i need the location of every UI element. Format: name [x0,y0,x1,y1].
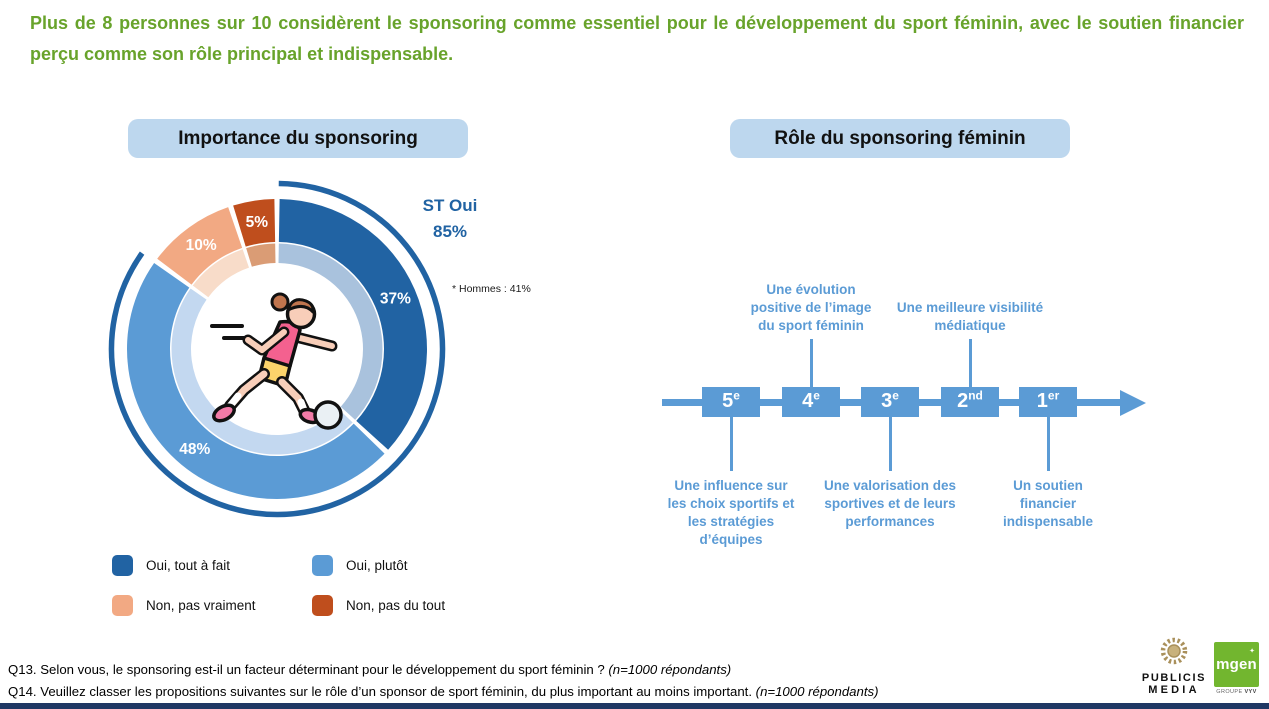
q13-text: Q13. Selon vous, le sponsoring est-il un… [8,662,609,677]
rank-suffix: e [813,388,820,403]
donut-value-label: 10% [186,237,217,254]
st-oui-callout: ST Oui 85% [400,193,500,245]
hommes-footnote: * Hommes : 41% [452,283,531,295]
rank-box-1er: 1er [1019,387,1077,417]
publicis-media-wordmark: MEDIA [1148,684,1200,696]
rank-label-5e: Une influence sur les choix sportifs et … [667,478,795,547]
donut-inner-band-5 [246,243,276,267]
publicis-lion-icon [1160,637,1188,665]
legend-swatch [112,555,133,576]
donut-legend: Oui, tout à fait Oui, plutôt Non, pas vrai… [112,555,492,616]
donut-value-label: 37% [380,290,411,307]
mgen-wordmark: mgen [1216,656,1257,673]
rank-box-3e: 3e [861,387,919,417]
bottom-accent-bar [0,703,1269,709]
timeline-arrowhead-icon [1120,389,1146,416]
groupe-vyv-label: GROUPE VYV [1214,689,1259,695]
st-oui-label: ST Oui [422,196,478,215]
publicis-media-logo: PUBLICIS MEDIA [1136,637,1212,697]
timeline-connector [729,417,733,471]
legend-swatch [112,595,133,616]
rank-number: 5 [722,390,734,412]
rank-label-3e: Une valorisation des sportives et de leu… [823,478,957,529]
donut-inner-band-37 [278,243,383,420]
right-section-header-label: Rôle du sponsoring féminin [774,127,1026,149]
donut-segment-48 [126,262,385,500]
legend-item: Oui, tout à fait [112,555,312,576]
legend-swatch [312,595,333,616]
rank-suffix: e [733,388,740,403]
rank-number: 1 [1036,390,1048,412]
rank-label-1er: Un soutien financier indispensable [1002,478,1094,529]
st-oui-value: 85% [432,222,468,241]
vyv-label: VYV [1244,689,1257,695]
legend-label: Non, pas du tout [346,598,446,613]
slide-title: Plus de 8 personnes sur 10 considèrent l… [30,13,1244,64]
rank-label-2nd: Une meilleure visibilité médiatique [896,300,1044,333]
st-oui-outer-arc [108,180,446,518]
left-section-header-label: Importance du sponsoring [178,127,418,149]
legend-label: Non, pas vraiment [146,598,256,613]
donut-value-label: 48% [179,441,210,458]
groupe-label: GROUPE [1216,689,1245,695]
right-section-header: Rôle du sponsoring féminin [730,119,1070,158]
rank-box-5e: 5e [702,387,760,417]
rank-suffix: e [892,388,899,403]
rank-suffix: er [1047,388,1060,403]
rank-number: 4 [802,390,814,412]
sponsoring-importance-donut-chart: 37% 48% 10% 5% [108,180,446,518]
timeline-connector [1046,417,1050,471]
q14-text: Q14. Veuillez classer les propositions s… [8,684,756,699]
donut-segment-5 [233,199,276,247]
timeline-connector [968,339,972,387]
legend-item: Non, pas du tout [312,595,492,616]
publicis-wordmark: PUBLICIS [1141,672,1207,684]
legend-label: Oui, plutôt [346,558,408,573]
rank-box-4e: 4e [782,387,840,417]
mgen-logo: mgen ✦ [1214,642,1259,687]
timeline-connector [888,417,892,471]
question-q13: Q13. Selon vous, le sponsoring est-il un… [8,659,878,681]
legend-swatch [312,555,333,576]
donut-segment-37 [278,199,428,450]
rank-suffix: nd [968,388,983,403]
rank-box-2nd: 2nd [941,387,999,417]
q13-sample-note: (n=1000 répondants) [608,662,732,677]
timeline-connector [809,339,813,387]
footer-questions: Q13. Selon vous, le sponsoring est-il un… [8,659,878,703]
left-section-header: Importance du sponsoring [128,119,468,158]
donut-segment-10 [157,207,243,285]
rank-number: 2 [957,390,969,412]
donut-value-label: 5% [246,214,269,231]
rank-number: 3 [881,390,893,412]
question-q14: Q14. Veuillez classer les propositions s… [8,681,878,703]
q14-sample-note: (n=1000 répondants) [755,684,879,699]
legend-item: Non, pas vraiment [112,595,312,616]
donut-inner-band-10 [192,249,250,298]
legend-item: Oui, plutôt [312,555,492,576]
legend-label: Oui, tout à fait [146,558,231,573]
female-footballer-illustration [210,292,343,430]
rank-label-4e: Une évolution positive de l’image du spo… [750,282,872,333]
mgen-star-icon: ✦ [1249,648,1255,655]
